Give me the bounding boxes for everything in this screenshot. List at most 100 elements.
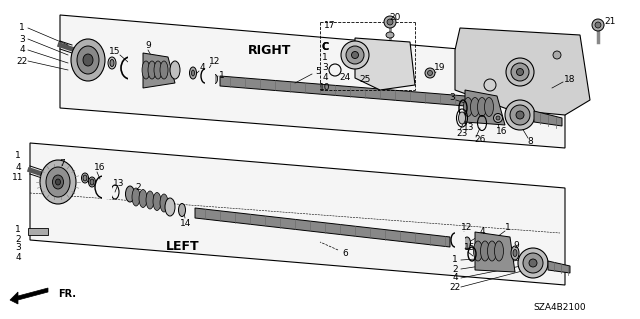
Ellipse shape bbox=[341, 41, 369, 69]
Text: 1: 1 bbox=[15, 152, 21, 160]
Ellipse shape bbox=[488, 241, 497, 261]
Polygon shape bbox=[355, 38, 415, 90]
Circle shape bbox=[384, 16, 396, 28]
Text: 2: 2 bbox=[15, 234, 21, 243]
Ellipse shape bbox=[71, 39, 105, 81]
Ellipse shape bbox=[516, 111, 524, 119]
Text: 22: 22 bbox=[17, 56, 28, 65]
Bar bbox=[102, 175, 112, 199]
Text: 15: 15 bbox=[464, 243, 476, 253]
Text: 24: 24 bbox=[339, 73, 351, 83]
Text: 4: 4 bbox=[15, 162, 21, 172]
Text: 9: 9 bbox=[145, 41, 151, 49]
Ellipse shape bbox=[125, 186, 134, 202]
Text: 12: 12 bbox=[209, 57, 221, 66]
Ellipse shape bbox=[484, 98, 493, 116]
Ellipse shape bbox=[495, 241, 504, 261]
Ellipse shape bbox=[510, 105, 530, 125]
Text: RIGHT: RIGHT bbox=[248, 43, 292, 56]
Text: 6: 6 bbox=[342, 249, 348, 258]
Text: 20: 20 bbox=[389, 12, 401, 21]
Text: 4: 4 bbox=[479, 227, 485, 236]
Text: 12: 12 bbox=[461, 224, 473, 233]
Text: LEFT: LEFT bbox=[166, 240, 200, 253]
Ellipse shape bbox=[160, 61, 168, 79]
Ellipse shape bbox=[165, 198, 175, 216]
Ellipse shape bbox=[493, 114, 502, 122]
Ellipse shape bbox=[351, 51, 358, 58]
Ellipse shape bbox=[513, 249, 517, 256]
Circle shape bbox=[428, 70, 433, 76]
Ellipse shape bbox=[529, 259, 537, 267]
Ellipse shape bbox=[81, 173, 88, 183]
Circle shape bbox=[387, 19, 393, 25]
Text: 18: 18 bbox=[564, 76, 576, 85]
Ellipse shape bbox=[212, 75, 218, 84]
Ellipse shape bbox=[146, 191, 154, 209]
Bar bbox=[28, 228, 48, 235]
Ellipse shape bbox=[90, 179, 94, 185]
Circle shape bbox=[595, 22, 601, 28]
Ellipse shape bbox=[470, 98, 479, 116]
Ellipse shape bbox=[56, 179, 61, 185]
Ellipse shape bbox=[77, 46, 99, 74]
Polygon shape bbox=[220, 76, 490, 108]
Ellipse shape bbox=[148, 61, 156, 79]
Text: 10: 10 bbox=[319, 84, 331, 93]
Polygon shape bbox=[455, 28, 590, 115]
Text: 11: 11 bbox=[12, 174, 24, 182]
Ellipse shape bbox=[110, 60, 114, 66]
Text: 4: 4 bbox=[15, 253, 21, 262]
Text: 1: 1 bbox=[505, 222, 511, 232]
Ellipse shape bbox=[477, 98, 486, 116]
Ellipse shape bbox=[83, 54, 93, 66]
Text: 4: 4 bbox=[452, 273, 458, 283]
Text: 5: 5 bbox=[315, 68, 321, 77]
Ellipse shape bbox=[481, 241, 490, 261]
Polygon shape bbox=[465, 90, 505, 125]
Text: 22: 22 bbox=[449, 283, 461, 292]
Text: 1: 1 bbox=[452, 256, 458, 264]
Text: 1: 1 bbox=[19, 24, 25, 33]
Text: 2: 2 bbox=[452, 264, 458, 273]
Text: 8: 8 bbox=[527, 137, 533, 146]
Text: FR.: FR. bbox=[58, 289, 76, 299]
Ellipse shape bbox=[160, 194, 168, 212]
Ellipse shape bbox=[88, 177, 95, 187]
Ellipse shape bbox=[346, 46, 364, 64]
Polygon shape bbox=[548, 261, 570, 273]
Ellipse shape bbox=[154, 61, 162, 79]
Bar bbox=[128, 56, 140, 80]
Ellipse shape bbox=[523, 253, 543, 273]
Ellipse shape bbox=[458, 112, 465, 124]
Ellipse shape bbox=[46, 167, 70, 197]
Ellipse shape bbox=[139, 189, 147, 207]
Ellipse shape bbox=[179, 204, 186, 217]
Text: 17: 17 bbox=[324, 20, 336, 29]
Ellipse shape bbox=[516, 69, 524, 76]
Ellipse shape bbox=[170, 61, 180, 79]
Circle shape bbox=[592, 19, 604, 31]
Text: 13: 13 bbox=[113, 179, 125, 188]
Text: 3: 3 bbox=[15, 243, 21, 253]
Ellipse shape bbox=[189, 67, 196, 79]
Ellipse shape bbox=[505, 100, 535, 130]
Text: 3: 3 bbox=[322, 63, 328, 72]
Polygon shape bbox=[60, 15, 565, 148]
Ellipse shape bbox=[132, 188, 140, 206]
Text: 13: 13 bbox=[463, 123, 475, 132]
Text: C: C bbox=[321, 42, 328, 52]
Ellipse shape bbox=[553, 51, 561, 59]
Text: 16: 16 bbox=[496, 128, 508, 137]
Text: 3: 3 bbox=[449, 93, 455, 102]
Polygon shape bbox=[534, 111, 562, 126]
Circle shape bbox=[425, 68, 435, 78]
Ellipse shape bbox=[511, 63, 529, 81]
Text: 1: 1 bbox=[322, 54, 328, 63]
Bar bbox=[205, 68, 215, 84]
Text: 15: 15 bbox=[109, 48, 121, 56]
Polygon shape bbox=[143, 53, 175, 88]
Ellipse shape bbox=[506, 58, 534, 86]
Text: 4: 4 bbox=[19, 46, 25, 55]
Text: SZA4B2100: SZA4B2100 bbox=[534, 303, 586, 313]
